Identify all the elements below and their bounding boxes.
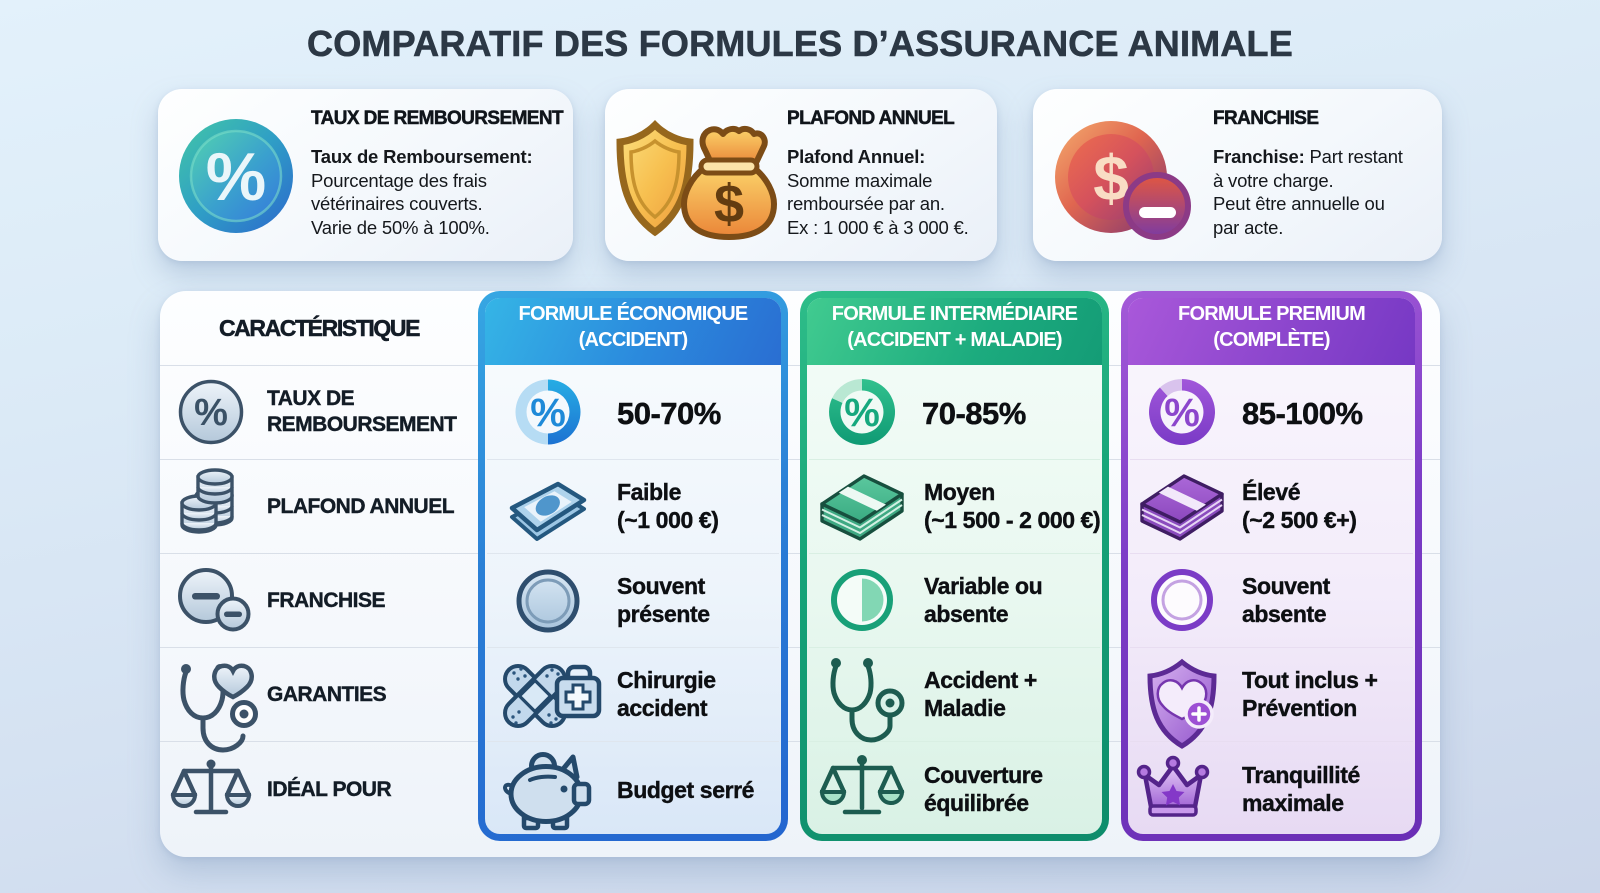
- svg-text:$: $: [714, 174, 744, 234]
- svg-text:%: %: [206, 139, 266, 215]
- svg-text:%: %: [194, 392, 228, 434]
- svg-text:%: %: [530, 391, 566, 435]
- svg-text:%: %: [844, 391, 880, 435]
- svg-text:$: $: [1093, 142, 1129, 214]
- svg-text:%: %: [1164, 391, 1200, 435]
